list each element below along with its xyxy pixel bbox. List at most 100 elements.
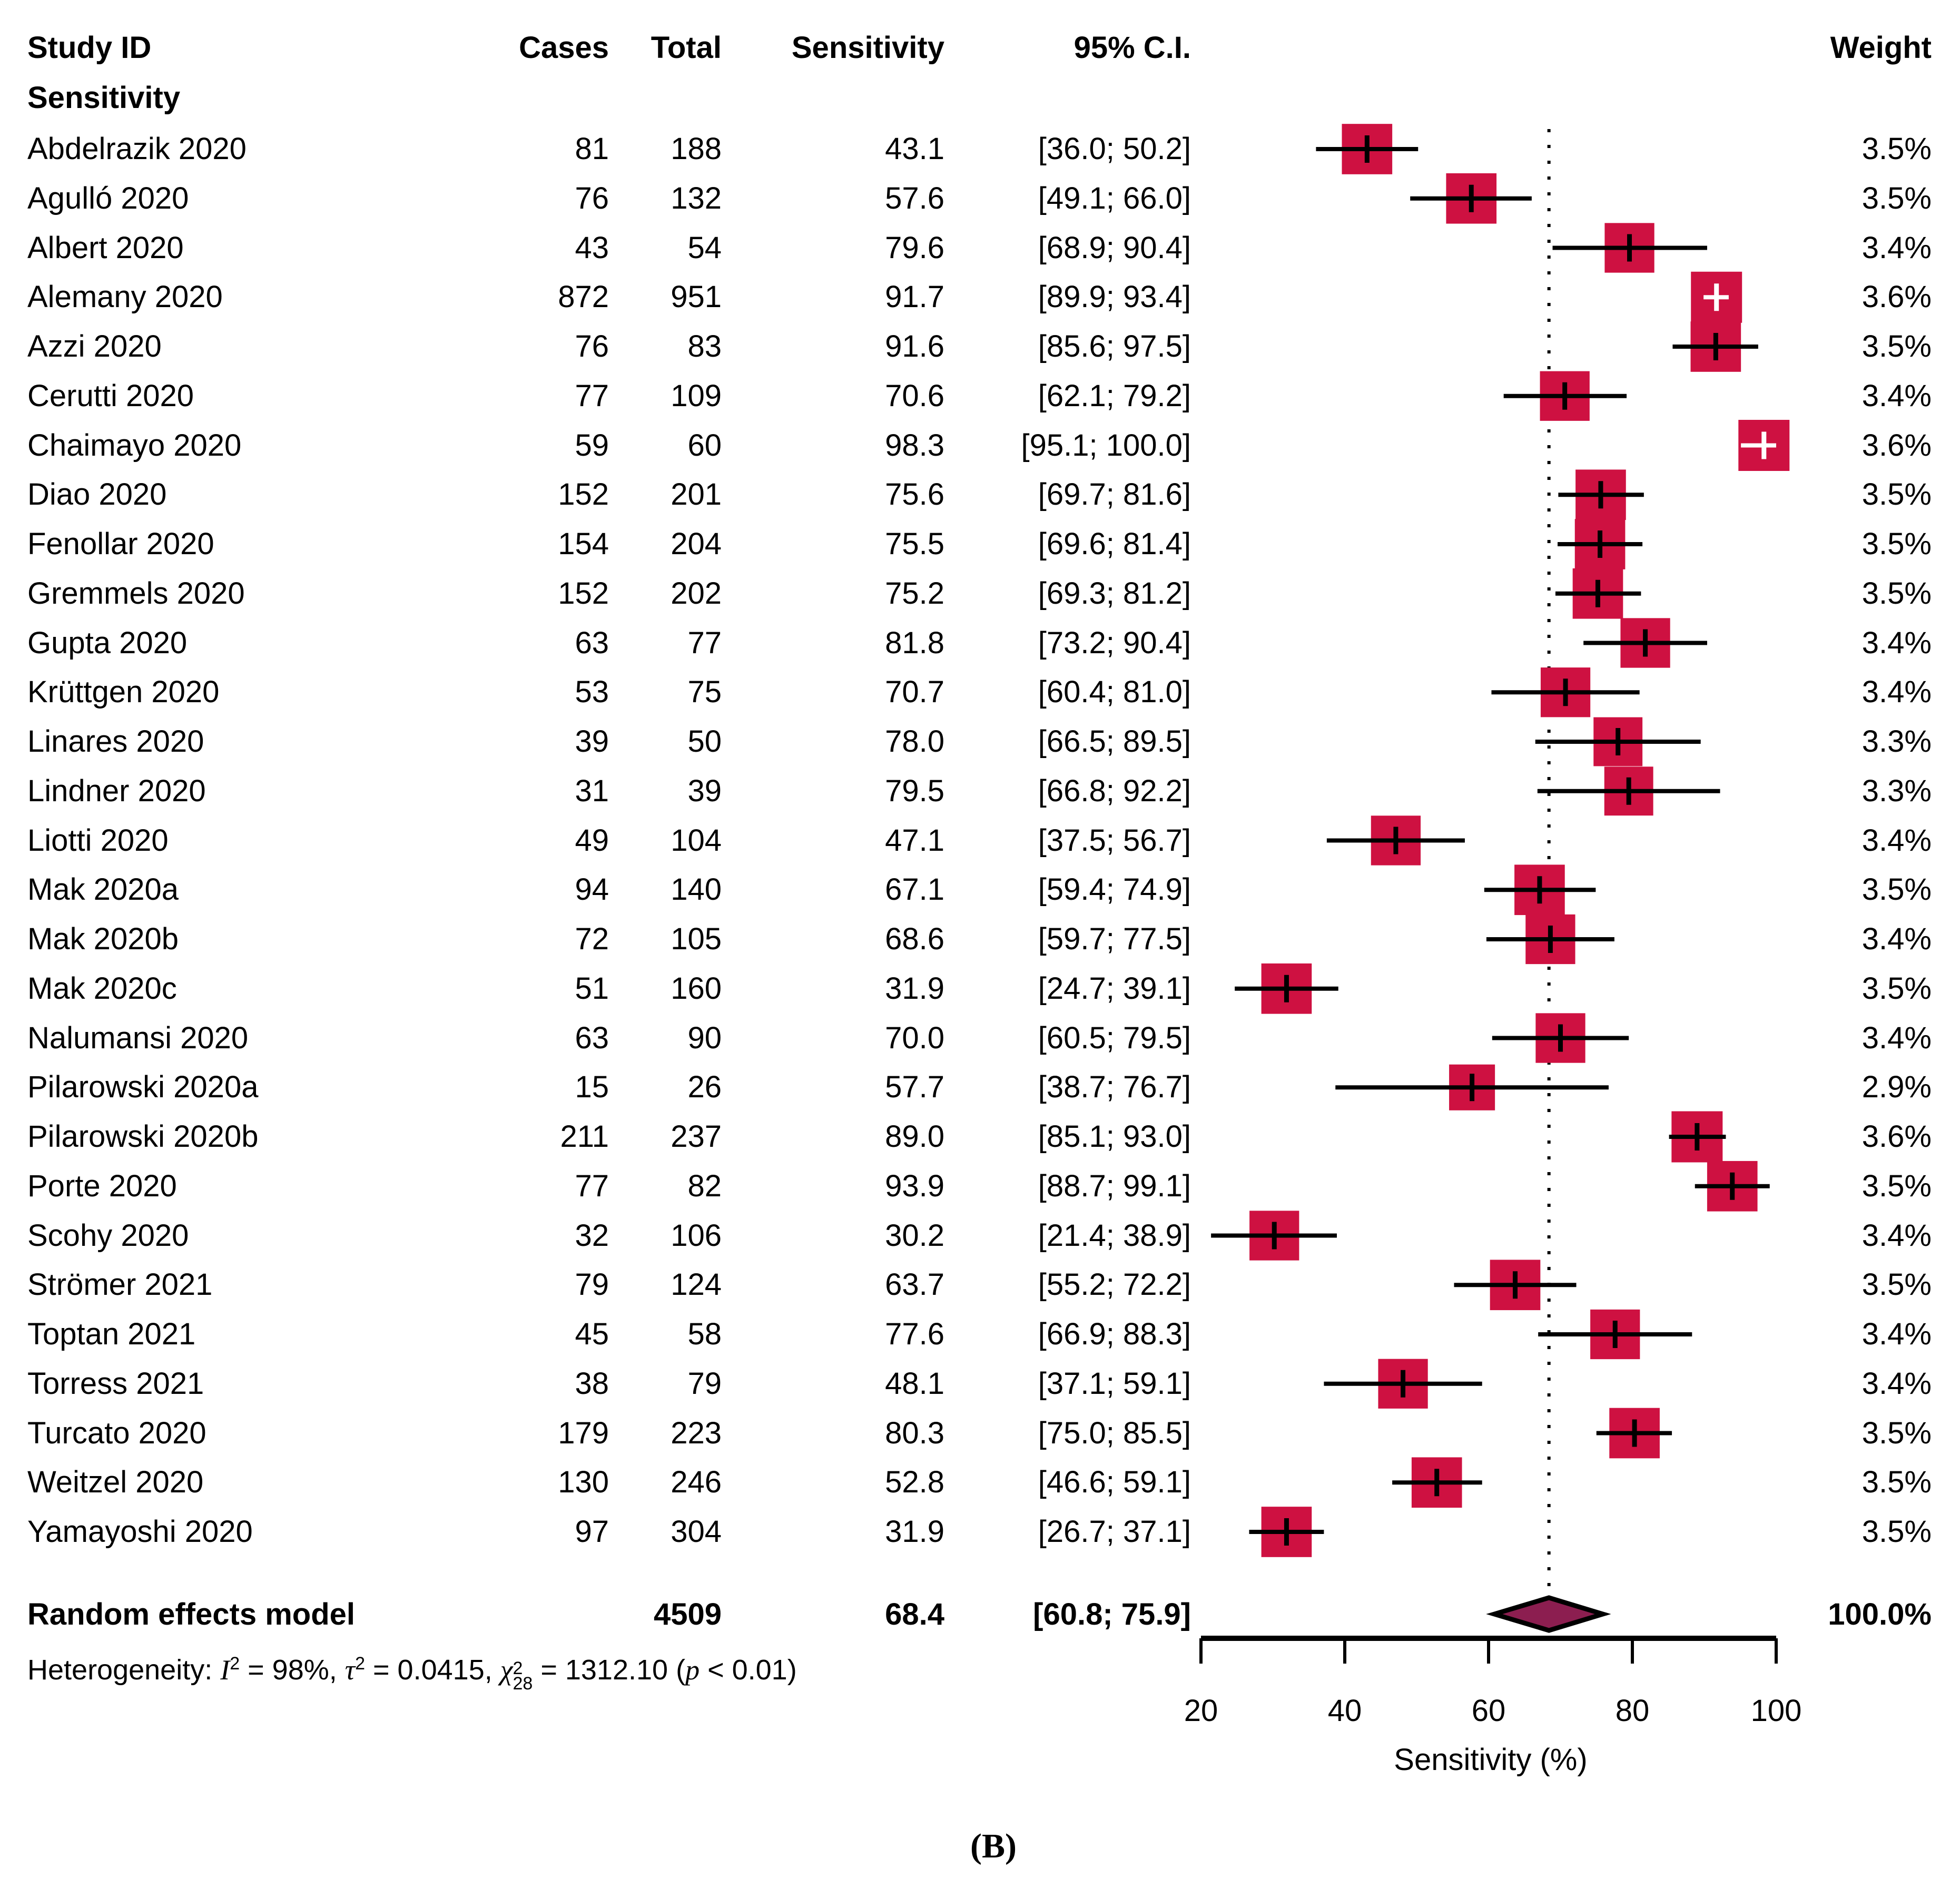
ci-value: [66.8; 92.2] — [1038, 773, 1191, 808]
weight-value: 3.4% — [1861, 1218, 1932, 1253]
sensitivity-value: 91.6 — [885, 329, 944, 363]
ci-value: [26.7; 37.1] — [1038, 1515, 1191, 1549]
weight-value: 3.4% — [1861, 625, 1932, 660]
study-id: Pilarowski 2020a — [27, 1070, 259, 1105]
weight-value: 3.5% — [1861, 971, 1932, 1006]
sensitivity-value: 47.1 — [885, 823, 944, 858]
point-estimate-tick — [1643, 629, 1648, 657]
cases-value: 94 — [575, 872, 609, 907]
total-value: 201 — [671, 477, 722, 512]
summary-total: 4509 — [653, 1597, 722, 1631]
total-value: 132 — [671, 181, 722, 215]
weight-value: 3.4% — [1861, 675, 1932, 710]
point-estimate-tick — [1284, 1518, 1289, 1546]
het-i-value: = 98%, — [240, 1654, 345, 1686]
weight-value: 3.5% — [1861, 1267, 1932, 1302]
point-estimate-tick — [1548, 926, 1553, 953]
sensitivity-value: 77.6 — [885, 1317, 944, 1351]
ci-value: [49.1; 66.0] — [1038, 181, 1191, 215]
het-tau-sup: 2 — [355, 1654, 366, 1674]
cases-value: 43 — [575, 230, 609, 265]
ci-value: [66.5; 89.5] — [1038, 724, 1191, 759]
total-value: 202 — [671, 576, 722, 611]
total-value: 54 — [687, 230, 722, 265]
point-estimate-tick — [1627, 234, 1632, 262]
study-id: Weitzel 2020 — [27, 1465, 204, 1500]
column-header-sensitivity: Sensitivity — [791, 31, 944, 65]
total-value: 104 — [671, 823, 722, 858]
ci-value: [55.2; 72.2] — [1038, 1267, 1191, 1302]
ci-value: [95.1; 100.0] — [1021, 428, 1191, 463]
study-id: Abdelrazik 2020 — [27, 132, 247, 166]
total-value: 83 — [687, 329, 722, 363]
study-id: Gupta 2020 — [27, 625, 188, 660]
summary-label: Random effects model — [27, 1597, 355, 1631]
weight-value: 3.6% — [1861, 428, 1932, 463]
x-tick-label: 80 — [1615, 1694, 1650, 1728]
sensitivity-value: 81.8 — [885, 625, 944, 660]
study-id: Turcato 2020 — [27, 1415, 206, 1450]
total-value: 951 — [671, 280, 722, 314]
study-id: Nalumansi 2020 — [27, 1020, 249, 1055]
ci-value: [60.4; 81.0] — [1038, 675, 1191, 710]
ci-value: [59.4; 74.9] — [1038, 872, 1191, 907]
study-id: Chaimayo 2020 — [27, 428, 242, 463]
panel-caption: (B) — [970, 1827, 1017, 1865]
total-value: 77 — [687, 625, 722, 660]
total-value: 50 — [687, 724, 722, 759]
total-value: 237 — [671, 1119, 722, 1154]
study-id: Torress 2021 — [27, 1366, 204, 1401]
ci-value: [68.9; 90.4] — [1038, 230, 1191, 265]
weight-value: 3.4% — [1861, 922, 1932, 956]
ci-value: [38.7; 76.7] — [1038, 1070, 1191, 1105]
study-id: Mak 2020b — [27, 922, 179, 956]
weight-value: 3.5% — [1861, 1415, 1932, 1450]
point-estimate-tick — [1595, 579, 1600, 607]
weight-value: 2.9% — [1861, 1070, 1932, 1105]
weight-value: 3.5% — [1861, 527, 1932, 561]
ci-value: [89.9; 93.4] — [1038, 280, 1191, 314]
weight-value: 3.6% — [1861, 1119, 1932, 1154]
sensitivity-value: 30.2 — [885, 1218, 944, 1253]
total-value: 304 — [671, 1515, 722, 1549]
ci-value: [85.6; 97.5] — [1038, 329, 1191, 363]
ci-value: [88.7; 99.1] — [1038, 1168, 1191, 1203]
cases-value: 152 — [558, 477, 609, 512]
sensitivity-value: 79.6 — [885, 230, 944, 265]
study-id: Diao 2020 — [27, 477, 167, 512]
cases-value: 79 — [575, 1267, 609, 1302]
cases-value: 49 — [575, 823, 609, 858]
sensitivity-value: 31.9 — [885, 971, 944, 1006]
sensitivity-value: 75.5 — [885, 527, 944, 561]
sensitivity-value: 57.6 — [885, 181, 944, 215]
het-p-value: < 0.01) — [700, 1654, 797, 1686]
sensitivity-value: 52.8 — [885, 1465, 944, 1500]
cases-value: 63 — [575, 1020, 609, 1055]
cases-value: 81 — [575, 132, 609, 166]
point-estimate-tick — [1562, 382, 1568, 410]
ci-value: [62.1; 79.2] — [1038, 378, 1191, 413]
summary-weight: 100.0% — [1828, 1597, 1932, 1631]
weight-value: 3.5% — [1861, 872, 1932, 907]
total-value: 26 — [687, 1070, 722, 1105]
study-id: Porte 2020 — [27, 1168, 177, 1203]
cases-value: 51 — [575, 971, 609, 1006]
ci-value: [75.0; 85.5] — [1038, 1415, 1191, 1450]
ci-value: [36.0; 50.2] — [1038, 132, 1191, 166]
total-value: 223 — [671, 1415, 722, 1450]
point-estimate-tick — [1558, 1024, 1563, 1052]
cases-value: 15 — [575, 1070, 609, 1105]
het-chi-indices: 2 28 — [513, 1659, 533, 1693]
het-i-sup: 2 — [230, 1654, 240, 1674]
cases-value: 154 — [558, 527, 609, 561]
sensitivity-value: 98.3 — [885, 428, 944, 463]
total-value: 58 — [687, 1317, 722, 1351]
cases-value: 76 — [575, 181, 609, 215]
column-header-total: Total — [651, 31, 722, 65]
study-id: Scohy 2020 — [27, 1218, 189, 1253]
cases-value: 59 — [575, 428, 609, 463]
ci-value: [24.7; 39.1] — [1038, 971, 1191, 1006]
het-chi-value: = 1312.10 ( — [533, 1654, 686, 1686]
cases-value: 63 — [575, 625, 609, 660]
